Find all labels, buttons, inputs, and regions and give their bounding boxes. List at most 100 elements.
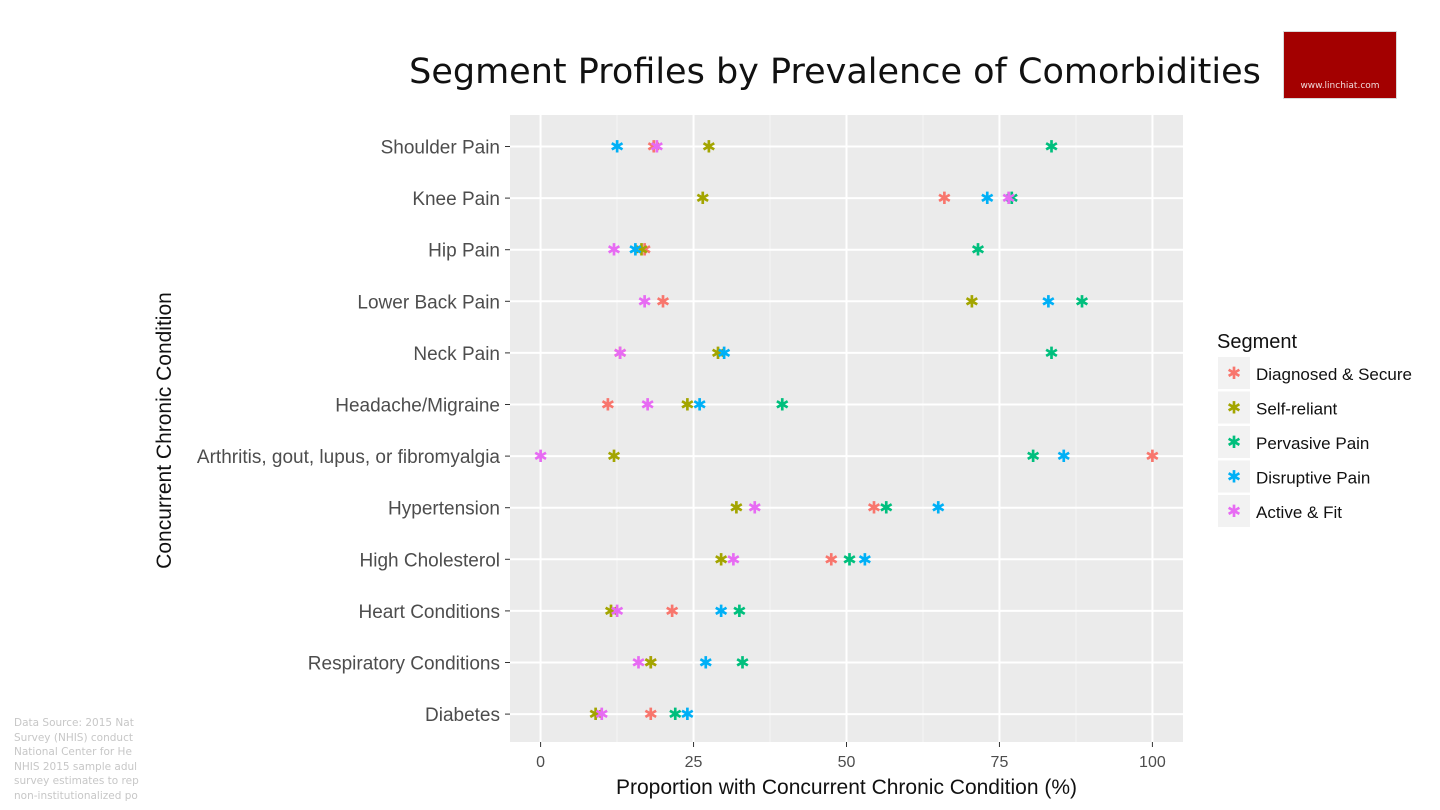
data-point: ✱ — [980, 189, 994, 209]
source-line: National Center for He — [14, 746, 132, 758]
legend-label: Pervasive Pain — [1256, 434, 1369, 453]
data-point: ✱ — [604, 602, 618, 622]
data-point: ✱ — [711, 344, 725, 364]
data-point: ✱ — [680, 396, 694, 416]
y-tick-label: Neck Pain — [413, 344, 500, 365]
y-tick-label: Hypertension — [388, 499, 500, 520]
data-point: ✱ — [613, 344, 627, 364]
source-line: survey estimates to rep — [14, 775, 139, 787]
data-point: ✱ — [1002, 189, 1016, 209]
data-point: ✱ — [1026, 447, 1040, 467]
data-point: ✱ — [699, 654, 713, 674]
legend-marker: ✱ — [1227, 433, 1241, 453]
chart-title: Segment Profiles by Prevalence of Comorb… — [409, 52, 1261, 92]
data-point: ✱ — [1057, 447, 1071, 467]
y-tick-label: Respiratory Conditions — [308, 654, 500, 675]
y-tick-label: High Cholesterol — [360, 550, 500, 571]
site-logo[interactable]: www.linchiat.com — [1284, 32, 1396, 98]
data-point: ✱ — [748, 499, 762, 519]
y-axis-title: Concurrent Chronic Condition — [153, 292, 176, 569]
data-point: ✱ — [641, 396, 655, 416]
data-point: ✱ — [1041, 292, 1055, 312]
x-tick-label: 100 — [1139, 754, 1166, 771]
data-point: ✱ — [607, 241, 621, 261]
legend-label: Self-reliant — [1256, 400, 1338, 419]
legend-key — [1218, 357, 1250, 389]
data-point: ✱ — [610, 602, 624, 622]
y-tick-label: Hip Pain — [428, 241, 500, 262]
data-point: ✱ — [607, 447, 621, 467]
data-point: ✱ — [613, 344, 627, 364]
x-tick-label: 50 — [838, 754, 856, 771]
legend-marker: ✱ — [1227, 468, 1241, 488]
y-tick-label: Heart Conditions — [358, 602, 500, 623]
data-point: ✱ — [628, 241, 642, 261]
data-source-note: Data Source: 2015 Nat Survey (NHIS) cond… — [14, 716, 146, 806]
data-point: ✱ — [680, 705, 694, 725]
source-line: NHIS 2015 sample adul — [14, 760, 138, 773]
data-point: ✱ — [1044, 138, 1058, 158]
data-point: ✱ — [714, 602, 728, 622]
data-point: ✱ — [1005, 189, 1019, 209]
legend-key — [1218, 391, 1250, 424]
data-point: ✱ — [595, 705, 609, 725]
data-point: ✱ — [637, 292, 651, 312]
legend-marker: ✱ — [1227, 399, 1241, 419]
y-tick-label: Lower Back Pain — [357, 292, 500, 313]
data-point: ✱ — [735, 654, 749, 674]
data-point: ✱ — [589, 705, 603, 725]
data-point: ✱ — [693, 396, 707, 416]
data-point: ✱ — [656, 292, 670, 312]
legend-label: Active & Fit — [1256, 503, 1342, 522]
legend-title: Segment — [1217, 331, 1297, 353]
data-point: ✱ — [879, 499, 893, 519]
y-tick-label: Headache/Migraine — [335, 396, 500, 417]
x-tick-label: 25 — [685, 754, 703, 771]
y-tick-label: Diabetes — [425, 705, 500, 726]
data-point: ✱ — [634, 241, 648, 261]
data-point: ✱ — [971, 241, 985, 261]
legend-marker: ✱ — [1227, 364, 1241, 384]
legend-label: Diagnosed & Secure — [1256, 365, 1412, 384]
legend-label: Disruptive Pain — [1256, 469, 1370, 488]
data-point: ✱ — [729, 499, 743, 519]
legend-key — [1218, 460, 1250, 493]
data-point: ✱ — [644, 705, 658, 725]
x-axis-title: Proportion with Concurrent Chronic Condi… — [616, 776, 1077, 799]
data-point: ✱ — [601, 396, 615, 416]
data-point: ✱ — [824, 550, 838, 570]
data-point: ✱ — [1075, 292, 1089, 312]
data-point: ✱ — [714, 550, 728, 570]
legend-marker: ✱ — [1227, 502, 1241, 522]
data-point: ✱ — [858, 550, 872, 570]
y-tick-label: Shoulder Pain — [381, 138, 500, 159]
data-point: ✱ — [867, 499, 881, 519]
data-point: ✱ — [732, 602, 746, 622]
data-point: ✱ — [644, 654, 658, 674]
logo-text: www.linchiat.com — [1300, 81, 1380, 91]
data-point: ✱ — [965, 292, 979, 312]
y-tick-label: Arthritis, gout, lupus, or fibromyalgia — [197, 447, 501, 468]
data-point: ✱ — [631, 654, 645, 674]
data-point: ✱ — [931, 499, 945, 519]
legend-key — [1218, 495, 1250, 527]
data-point: ✱ — [610, 138, 624, 158]
data-point: ✱ — [650, 138, 664, 158]
data-point: ✱ — [533, 447, 547, 467]
y-tick-label: Knee Pain — [412, 189, 500, 210]
data-point: ✱ — [726, 550, 740, 570]
x-tick-label: 75 — [991, 754, 1009, 771]
data-point: ✱ — [775, 396, 789, 416]
data-point: ✱ — [644, 654, 658, 674]
data-point: ✱ — [937, 189, 951, 209]
data-point: ✱ — [717, 344, 731, 364]
data-point: ✱ — [637, 241, 651, 261]
data-point: ✱ — [647, 138, 661, 158]
data-point: ✱ — [842, 550, 856, 570]
legend-key — [1218, 426, 1250, 458]
data-point: ✱ — [696, 189, 710, 209]
data-point: ✱ — [668, 705, 682, 725]
source-line: Survey (NHIS) conduct — [14, 731, 133, 744]
data-point: ✱ — [1145, 447, 1159, 467]
